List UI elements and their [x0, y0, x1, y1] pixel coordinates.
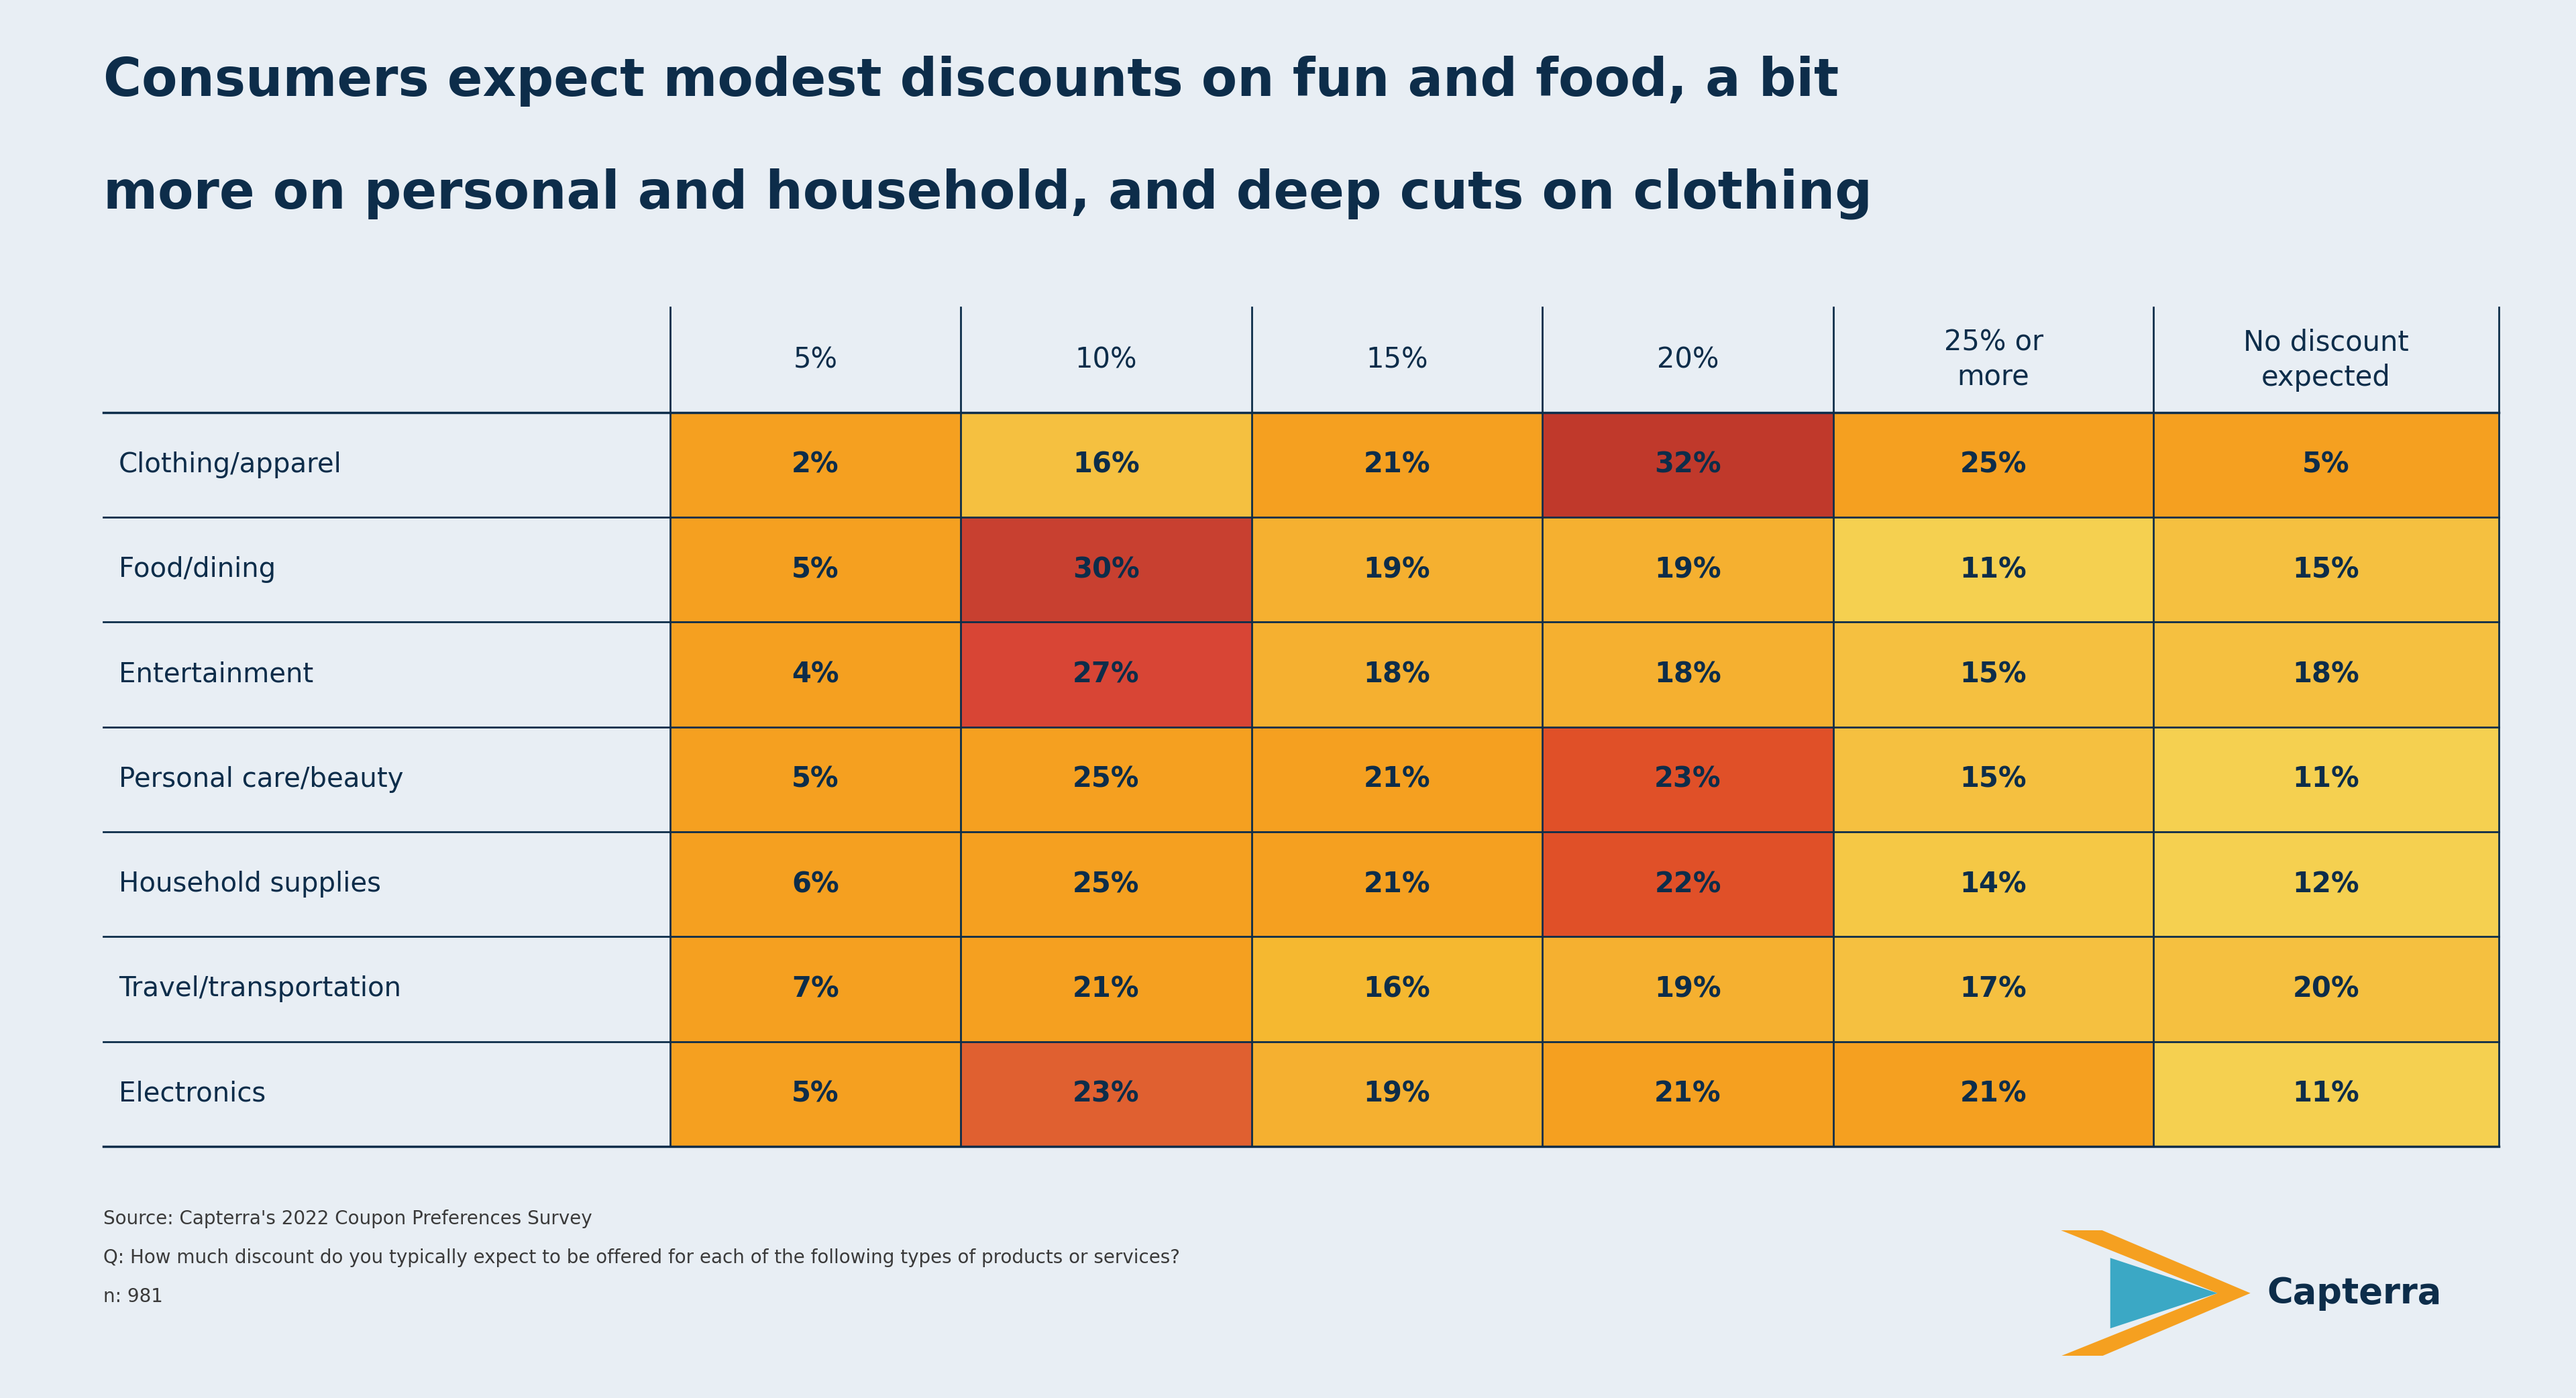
Text: 20%: 20%: [1656, 345, 1718, 375]
Text: 11%: 11%: [2293, 1079, 2360, 1109]
Text: 21%: 21%: [1654, 1079, 1721, 1109]
Text: 25%: 25%: [1960, 450, 2027, 480]
Text: Source: Capterra's 2022 Coupon Preferences Survey: Source: Capterra's 2022 Coupon Preferenc…: [103, 1209, 592, 1227]
Text: 7%: 7%: [791, 974, 840, 1004]
Text: 5%: 5%: [791, 765, 840, 794]
Text: 12%: 12%: [2293, 870, 2360, 899]
Text: 18%: 18%: [2293, 660, 2360, 689]
Text: 14%: 14%: [1960, 870, 2027, 899]
Text: 10%: 10%: [1074, 345, 1136, 375]
Text: 17%: 17%: [1960, 974, 2027, 1004]
Text: Electronics: Electronics: [118, 1081, 265, 1107]
Text: 32%: 32%: [1654, 450, 1721, 480]
Text: 4%: 4%: [791, 660, 840, 689]
Text: Clothing/apparel: Clothing/apparel: [118, 452, 343, 478]
Text: Food/dining: Food/dining: [118, 556, 276, 583]
Text: 21%: 21%: [1072, 974, 1139, 1004]
Polygon shape: [2061, 1230, 2251, 1356]
Text: n: 981: n: 981: [103, 1288, 162, 1306]
Text: Entertainment: Entertainment: [118, 661, 314, 688]
Text: 5%: 5%: [793, 345, 837, 375]
Text: 5%: 5%: [2303, 450, 2349, 480]
Text: 11%: 11%: [2293, 765, 2360, 794]
Text: 21%: 21%: [1363, 765, 1430, 794]
Text: 21%: 21%: [1363, 870, 1430, 899]
Text: 2%: 2%: [791, 450, 840, 480]
Text: 19%: 19%: [1363, 1079, 1430, 1109]
Text: 19%: 19%: [1654, 974, 1721, 1004]
Text: 16%: 16%: [1072, 450, 1139, 480]
Text: 21%: 21%: [1363, 450, 1430, 480]
Text: 23%: 23%: [1072, 1079, 1139, 1109]
Text: 19%: 19%: [1654, 555, 1721, 584]
Text: 6%: 6%: [791, 870, 840, 899]
Text: 5%: 5%: [791, 555, 840, 584]
Text: more on personal and household, and deep cuts on clothing: more on personal and household, and deep…: [103, 168, 1873, 219]
Text: 25%: 25%: [1072, 765, 1139, 794]
Text: Household supplies: Household supplies: [118, 871, 381, 898]
Text: 25%: 25%: [1072, 870, 1139, 899]
Text: 19%: 19%: [1363, 555, 1430, 584]
Text: 16%: 16%: [1363, 974, 1430, 1004]
Polygon shape: [2110, 1258, 2218, 1328]
Text: 11%: 11%: [1960, 555, 2027, 584]
Text: 15%: 15%: [2293, 555, 2360, 584]
Text: 15%: 15%: [1960, 660, 2027, 689]
Text: 5%: 5%: [791, 1079, 840, 1109]
Text: Capterra: Capterra: [2267, 1276, 2442, 1310]
Text: 18%: 18%: [1363, 660, 1430, 689]
Text: 15%: 15%: [1365, 345, 1427, 375]
Text: No discount
expected: No discount expected: [2244, 329, 2409, 391]
Text: 23%: 23%: [1654, 765, 1721, 794]
Text: 25% or
more: 25% or more: [1945, 329, 2043, 391]
Text: 15%: 15%: [1960, 765, 2027, 794]
Text: 20%: 20%: [2293, 974, 2360, 1004]
Text: Personal care/beauty: Personal care/beauty: [118, 766, 404, 793]
Text: 21%: 21%: [1960, 1079, 2027, 1109]
Text: 18%: 18%: [1654, 660, 1721, 689]
Text: 30%: 30%: [1072, 555, 1139, 584]
Text: Travel/transportation: Travel/transportation: [118, 976, 402, 1002]
Text: Consumers expect modest discounts on fun and food, a bit: Consumers expect modest discounts on fun…: [103, 56, 1839, 106]
Text: Q: How much discount do you typically expect to be offered for each of the follo: Q: How much discount do you typically ex…: [103, 1248, 1180, 1267]
Text: 22%: 22%: [1654, 870, 1721, 899]
Text: 27%: 27%: [1072, 660, 1139, 689]
